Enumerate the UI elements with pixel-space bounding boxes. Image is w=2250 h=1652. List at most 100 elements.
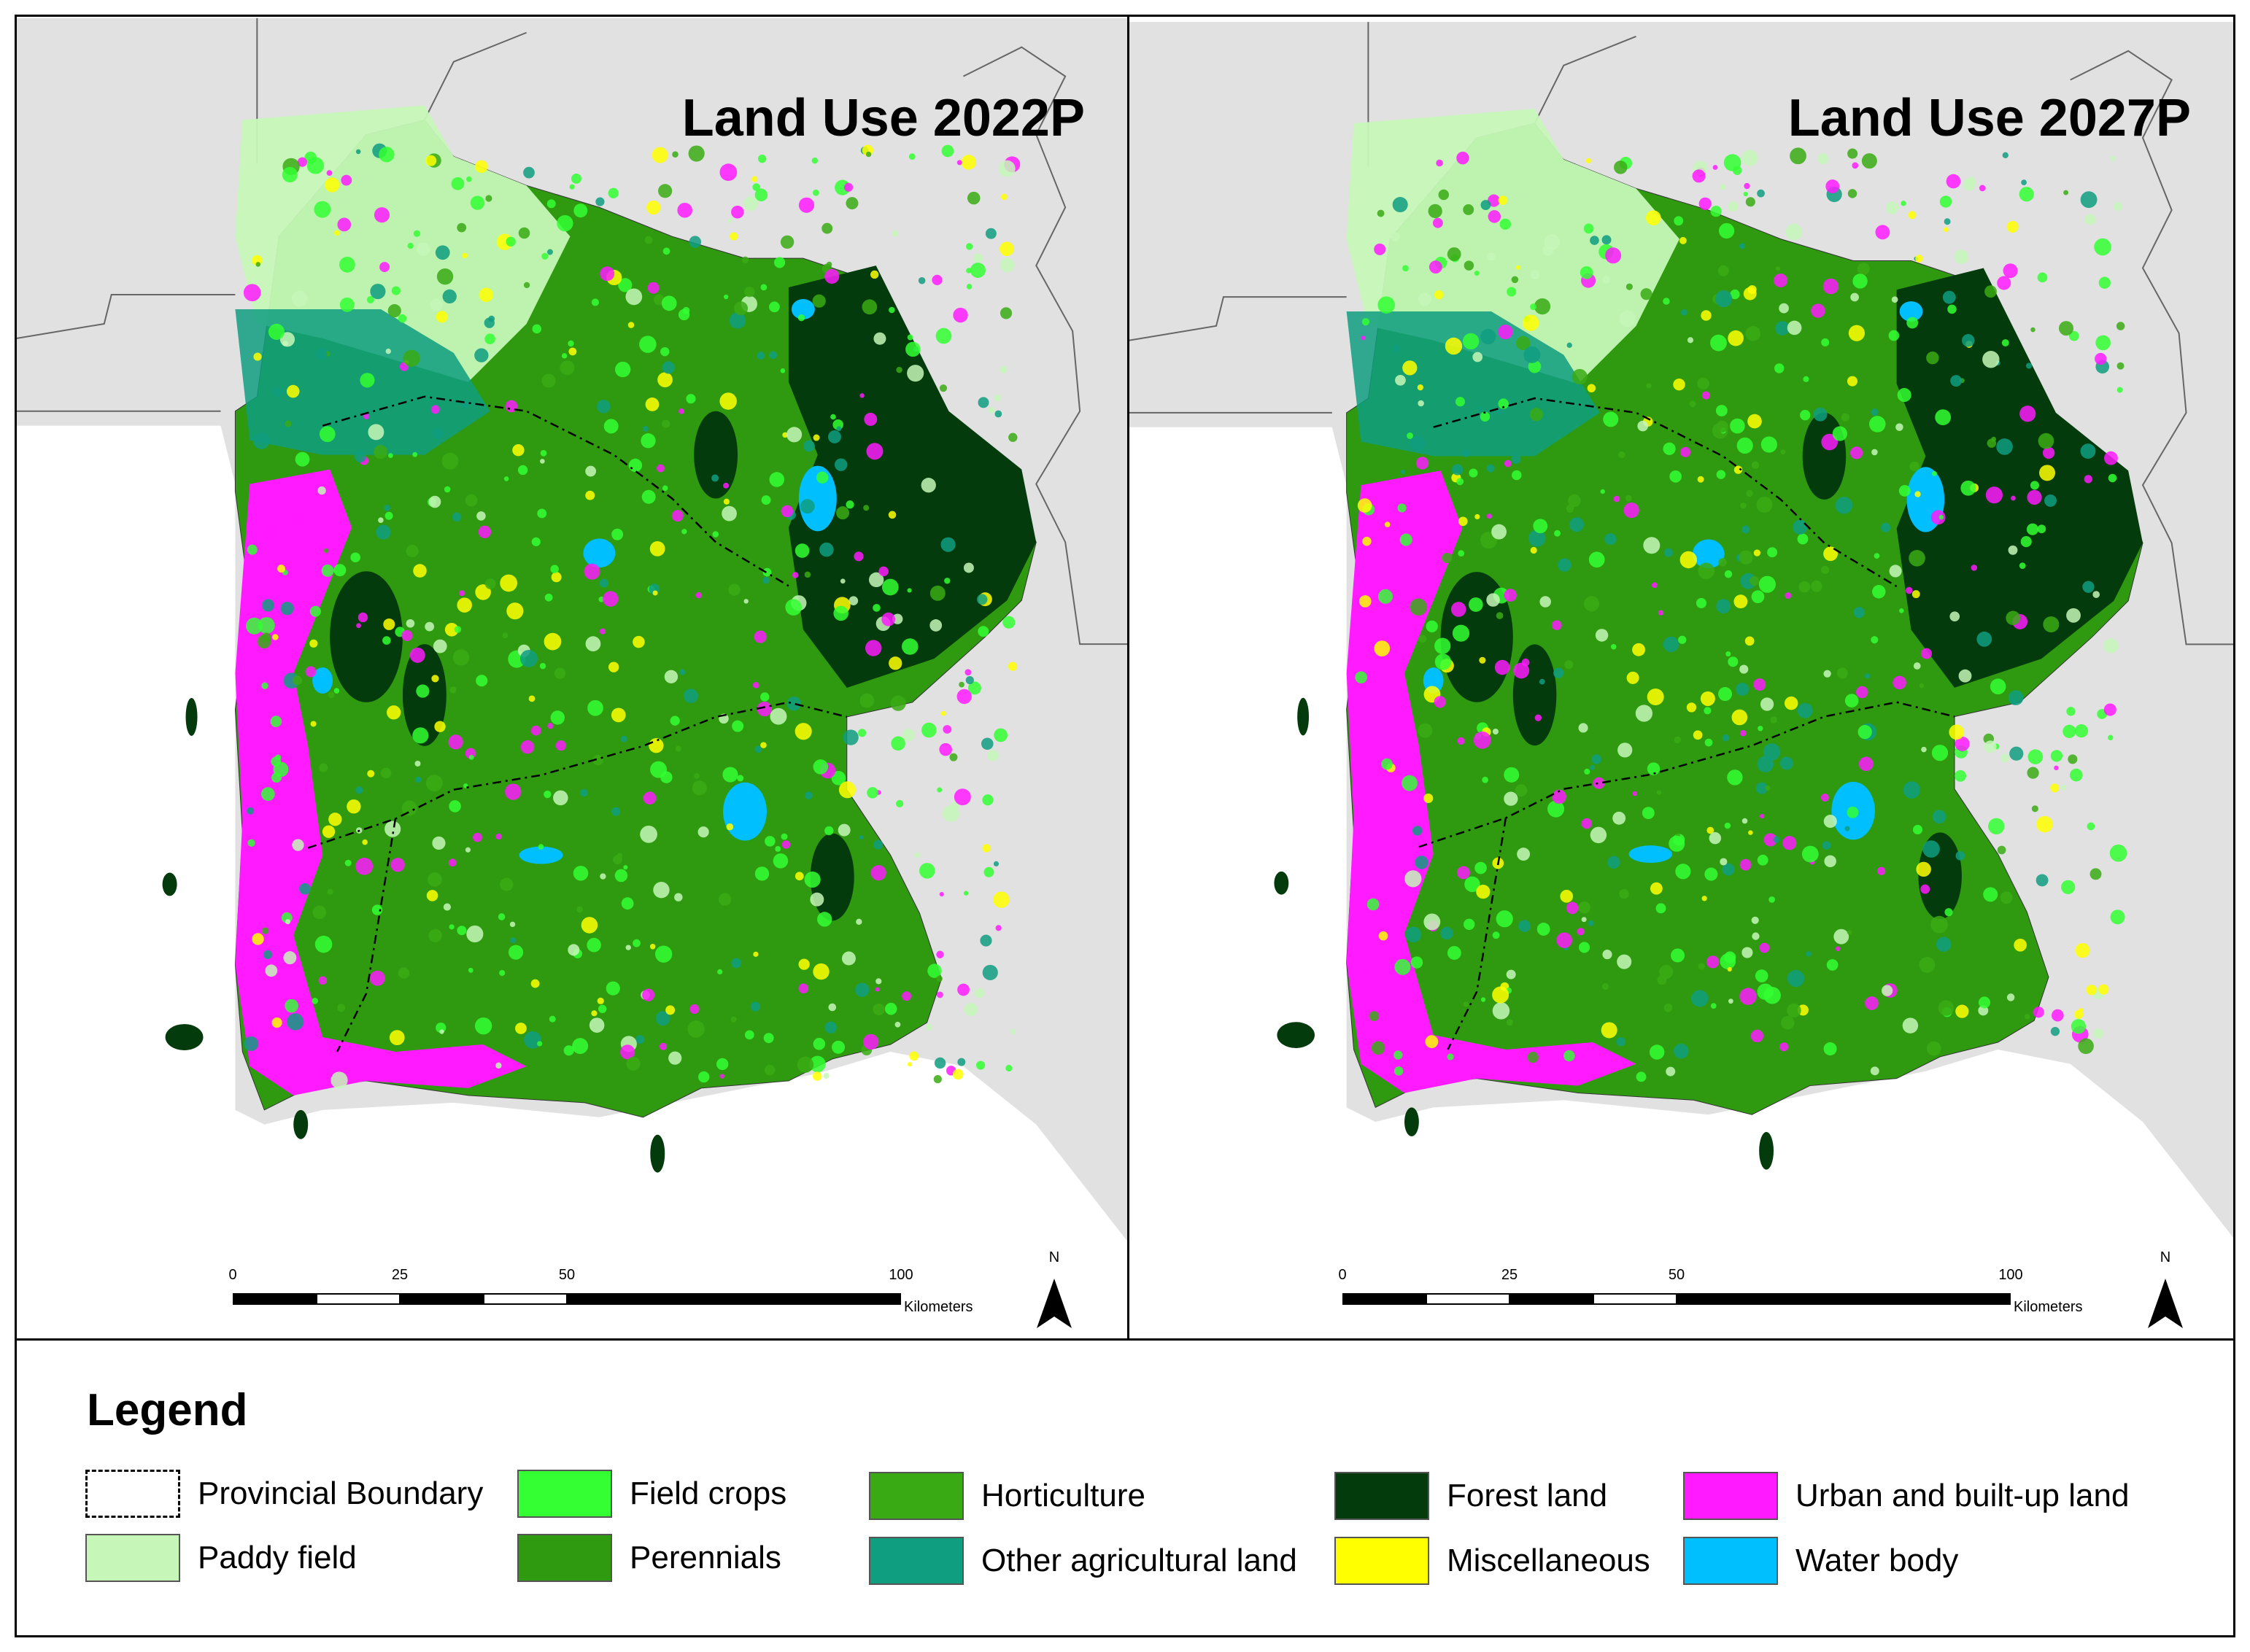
land-use-patch [1476, 885, 1491, 899]
land-use-patch [653, 882, 670, 899]
land-use-patch [623, 865, 628, 870]
land-use-patch [1362, 536, 1372, 546]
land-use-patch [642, 988, 655, 1001]
land-use-patch [2116, 322, 2125, 330]
land-use-patch [1588, 551, 1605, 568]
land-use-patch [360, 373, 375, 388]
land-use-patch [1701, 896, 1707, 901]
land-use-patch [1613, 495, 1620, 503]
land-use-patch [785, 599, 802, 616]
land-use-patch [2060, 784, 2067, 791]
land-use-patch [1893, 675, 1906, 690]
land-use-patch [781, 840, 791, 849]
land-use-patch [1001, 193, 1008, 201]
scale-tick: 50 [558, 1267, 576, 1283]
land-use-patch [1523, 346, 1541, 363]
land-use-patch [2050, 783, 2060, 793]
land-use-patch [870, 270, 879, 279]
land-use-patch [448, 858, 457, 867]
land-use-patch [1971, 565, 1978, 571]
land-use-patch [824, 826, 834, 836]
scale-tick: 25 [391, 1267, 409, 1283]
land-use-patch [2092, 591, 2100, 598]
land-use-patch [813, 189, 819, 196]
land-use-patch [939, 384, 948, 392]
land-use-patch [929, 585, 946, 601]
land-use-patch [1589, 764, 1595, 770]
land-use-patch [625, 945, 631, 950]
land-use-patch [821, 222, 833, 234]
land-use-patch [936, 950, 944, 958]
land-use-patch [509, 921, 516, 928]
land-use-patch [751, 176, 758, 182]
land-use-patch [1780, 449, 1786, 455]
land-use-patch [1847, 189, 1857, 198]
land-use-patch [1915, 255, 1923, 263]
island [650, 1134, 665, 1173]
land-use-patch [832, 1040, 846, 1054]
land-use-patch [328, 813, 342, 826]
land-use-patch [1865, 996, 1879, 1010]
land-use-patch [1825, 179, 1840, 193]
land-use-patch [1724, 570, 1733, 578]
land-use-patch [1797, 533, 1809, 545]
land-use-patch [1400, 470, 1405, 475]
land-use-patch [941, 144, 954, 158]
island [1759, 1132, 1774, 1170]
land-use-patch [255, 262, 261, 267]
land-use-patch [1806, 951, 1812, 957]
land-use-patch [657, 464, 665, 473]
land-use-patch [741, 256, 749, 264]
land-use-patch [387, 705, 401, 720]
land-use-patch [1871, 449, 1878, 456]
land-use-patch [314, 935, 333, 953]
land-use-patch [1669, 470, 1682, 483]
land-use-patch [1008, 433, 1018, 442]
land-use-patch [252, 433, 270, 449]
land-use-patch [1395, 374, 1406, 386]
land-use-patch [1463, 1001, 1469, 1007]
land-use-patch [1457, 866, 1470, 880]
admin-boundaries [1129, 22, 2233, 645]
land-use-patch [1782, 836, 1797, 850]
land-use-patch [2042, 446, 2055, 459]
land-use-patch [1847, 806, 1859, 818]
land-use-patch [597, 997, 604, 1004]
legend-item-other-agricultural-land: Other agricultural land [869, 1535, 1297, 1586]
land-use-patch [2098, 984, 2109, 995]
land-use-patch [488, 315, 495, 322]
land-use-patch [2071, 1019, 2087, 1034]
land-use-patch [1767, 547, 1778, 558]
land-use-patch [1811, 581, 1822, 592]
land-use-patch [1716, 470, 1726, 479]
land-use-patch [967, 191, 981, 205]
land-use-patch [929, 619, 943, 632]
land-use-patch [1632, 791, 1637, 796]
land-use-patch [1920, 884, 1930, 894]
land-use-patch [1984, 285, 1997, 298]
land-use-patch [782, 432, 788, 438]
land-use-patch [1434, 696, 1446, 708]
land-use-patch [925, 1023, 932, 1031]
land-use-patch [430, 405, 440, 414]
land-use-patch [1979, 185, 1986, 192]
legend: Legend Provincial Boundary Paddy field F… [17, 1338, 2233, 1635]
land-use-patch [843, 182, 854, 192]
land-use-patch [2116, 362, 2125, 370]
land-use-patch [649, 943, 656, 950]
land-use-patch [1616, 1037, 1626, 1047]
map-panel-2022: Land Use 2022P 0 25 50 100 Kilometers N [17, 17, 1129, 1338]
land-use-patch [1504, 459, 1512, 468]
land-use-patch [550, 710, 565, 725]
land-use-patch [1982, 351, 2000, 368]
land-use-patch [544, 632, 562, 651]
land-use-patch [953, 307, 968, 323]
land-use-patch [412, 451, 418, 457]
land-use-patch [728, 583, 741, 596]
land-use-patch [1610, 643, 1617, 650]
land-use-patch [1480, 411, 1491, 422]
land-use-patch [1773, 836, 1780, 843]
land-use-patch [1498, 324, 1513, 340]
land-use-patch [662, 485, 668, 492]
land-use-patch [1921, 746, 1927, 753]
